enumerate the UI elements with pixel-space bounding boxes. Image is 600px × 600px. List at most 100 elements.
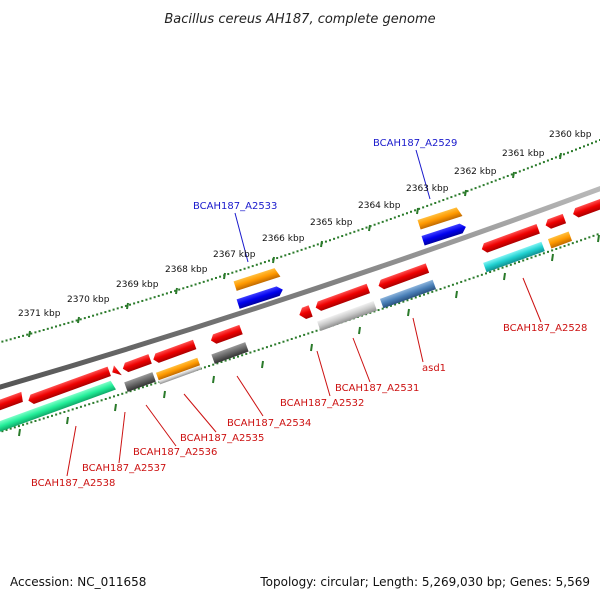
ruler-dot — [522, 168, 525, 171]
gene-bcah187-a2536-red[interactable] — [121, 354, 152, 373]
gene-orange-small-right[interactable] — [547, 231, 573, 249]
tick-mark — [416, 207, 419, 215]
ruler-dot — [373, 223, 376, 226]
label-leader-line — [145, 404, 177, 447]
ruler-dot — [361, 227, 364, 230]
gene-bcah187-a2529-blue[interactable] — [421, 222, 468, 246]
gene-bcah187-a2534-red[interactable] — [209, 324, 243, 345]
ruler-dot — [434, 201, 437, 204]
gene-label-bcah187-a2535[interactable]: BCAH187_A2535 — [180, 433, 264, 444]
ruler-dot — [534, 255, 537, 258]
tick-label: 2371 kbp — [18, 309, 61, 319]
ruler-dot — [261, 347, 264, 350]
gene-label-bcah187-a2534[interactable]: BCAH187_A2534 — [227, 418, 311, 429]
ruler-dot — [474, 187, 477, 190]
ruler-dot — [216, 362, 219, 365]
gene-bcah187-a2535-orange[interactable] — [155, 357, 201, 381]
gene-bcah187-a2528-red[interactable] — [480, 224, 540, 254]
gene-label-asd1[interactable]: asd1 — [422, 363, 446, 374]
ruler-dot — [38, 418, 41, 421]
gene-red-small-right[interactable] — [544, 213, 567, 230]
gene-bcah187-a2528-cyan[interactable] — [483, 241, 545, 273]
ruler-dot — [427, 292, 430, 295]
ruler-dot — [480, 273, 483, 276]
gene-bcah187-a2533-blue[interactable] — [236, 285, 285, 309]
gene-bcah187-a2532-red2[interactable] — [314, 283, 371, 313]
ruler-dot — [274, 343, 277, 346]
gene-label-bcah187-a2531[interactable]: BCAH187_A2531 — [335, 383, 419, 394]
ruler-dot — [228, 358, 231, 361]
ruler-dot — [489, 270, 492, 273]
ruler-dot — [100, 312, 103, 315]
tick-mark — [597, 234, 600, 243]
ruler-dot — [231, 271, 234, 274]
ruler-dot — [513, 262, 516, 265]
tick-mark — [114, 403, 117, 412]
gene-bcah187-a2535-light[interactable] — [158, 365, 202, 385]
gene-bcah187-a2534-gray[interactable] — [211, 342, 249, 364]
ruler-dot — [67, 409, 70, 412]
ruler-dot — [108, 396, 111, 399]
ruler-dot — [247, 266, 250, 269]
gene-red-left-edge[interactable] — [0, 391, 25, 414]
kbp-tick-labels: 2371 kbp 2370 kbp 2369 kbp 2368 kbp 2367… — [18, 130, 592, 319]
gene-bcah187-a2535-red[interactable] — [152, 339, 197, 364]
gene-bcah187-a2532-red[interactable] — [297, 305, 313, 320]
gene-red-right-edge[interactable] — [571, 197, 600, 219]
tick-label: 2365 kbp — [310, 218, 353, 228]
map-title: Bacillus cereus AH187, complete genome — [164, 12, 435, 27]
ruler-dot — [357, 229, 360, 232]
ruler-dot — [406, 299, 409, 302]
ruler-dot — [333, 237, 336, 240]
ruler-dot — [5, 339, 8, 342]
ruler-dot — [542, 161, 545, 164]
ruler-dot — [133, 388, 136, 391]
ruler-dot — [13, 337, 16, 340]
ruler-dot — [555, 247, 558, 250]
ruler-dot — [270, 344, 273, 347]
gene-label-bcah187-a2533[interactable]: BCAH187_A2533 — [193, 201, 277, 212]
gene-label-bcah187-a2528[interactable]: BCAH187_A2528 — [503, 323, 587, 334]
ruler-dot — [554, 156, 557, 159]
ruler-dot — [307, 332, 310, 335]
gene-bcah187-a2532-light[interactable] — [317, 301, 377, 331]
gene-bcah187-a2538-green[interactable] — [0, 380, 116, 432]
ruler-dot — [5, 428, 8, 431]
gene-label-bcah187-a2537[interactable]: BCAH187_A2537 — [82, 463, 166, 474]
ruler-dot — [38, 330, 41, 333]
tick-label: 2369 kbp — [116, 280, 159, 290]
gene-bcah187-a2536-gray[interactable] — [124, 372, 156, 392]
gene-bcah187-a2533-orange[interactable] — [233, 267, 281, 291]
ruler-dot — [1, 430, 4, 433]
ruler-dot — [282, 340, 285, 343]
gene-asd1-red[interactable] — [377, 263, 430, 290]
ruler-dot — [265, 346, 268, 349]
tick-mark — [407, 308, 410, 317]
ruler-dot — [349, 232, 352, 235]
gene-bcah187-a2537-red[interactable] — [110, 364, 122, 378]
gene-label-bcah187-a2536[interactable]: BCAH187_A2536 — [133, 447, 217, 458]
ruler-dot — [341, 235, 344, 238]
ruler-dot — [580, 239, 583, 242]
gene-label-bcah187-a2529[interactable]: BCAH187_A2529 — [373, 138, 457, 149]
kbp-ticks — [18, 152, 600, 437]
ruler-dot — [312, 244, 315, 247]
gene-asd1-steel[interactable] — [379, 279, 437, 309]
label-leader-line — [316, 350, 331, 397]
tick-mark — [559, 152, 562, 160]
ruler-dot — [502, 176, 505, 179]
ruler-dot — [494, 179, 497, 182]
gene-label-bcah187-a2532[interactable]: BCAH187_A2532 — [280, 398, 364, 409]
ruler-dot — [462, 191, 465, 194]
ruler-dot — [526, 258, 529, 261]
gene-label-bcah187-a2538[interactable]: BCAH187_A2538 — [31, 478, 115, 489]
ruler-dot — [116, 307, 119, 310]
gene-bcah187-a2529-orange[interactable] — [417, 206, 463, 230]
ruler-dot — [514, 171, 517, 174]
ruler-dot — [146, 384, 149, 387]
ruler-dot — [451, 283, 454, 286]
ruler-dot — [456, 282, 459, 285]
gene-bcah187-a2538-red[interactable] — [27, 366, 111, 406]
ruler-dot — [294, 336, 297, 339]
ruler-dot — [243, 267, 246, 270]
